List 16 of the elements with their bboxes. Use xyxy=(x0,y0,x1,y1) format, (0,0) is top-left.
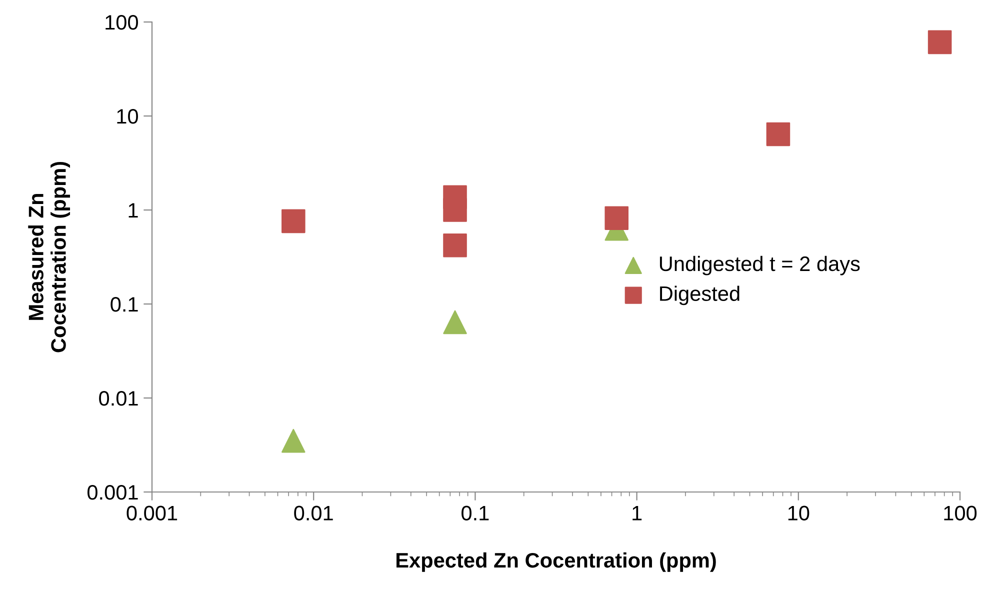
x-tick-label: 0.1 xyxy=(462,506,489,520)
y-tick-label: 0.01 xyxy=(99,391,138,406)
y-tick-label: 10 xyxy=(117,109,138,124)
y-tick-label: 0.001 xyxy=(87,485,138,500)
x-tick-label: 1 xyxy=(632,506,642,520)
legend-label: Undigested t = 2 days xyxy=(660,256,860,276)
x-tick-label: 100 xyxy=(944,506,977,520)
x-tick-label: 0.001 xyxy=(126,506,178,520)
x-tick-label: 0.01 xyxy=(294,506,333,520)
x-axis-title: Expected Zn Cocentration (ppm) xyxy=(396,552,716,572)
y-tick-label: 1 xyxy=(128,203,138,218)
y-axis-title: Measured Zn Cocentration (ppm) xyxy=(28,162,70,352)
legend-label: Digested xyxy=(660,286,740,306)
x-tick-label: 10 xyxy=(788,506,810,520)
y-tick-label: 0.1 xyxy=(110,297,138,312)
y-tick-label: 100 xyxy=(106,15,138,30)
